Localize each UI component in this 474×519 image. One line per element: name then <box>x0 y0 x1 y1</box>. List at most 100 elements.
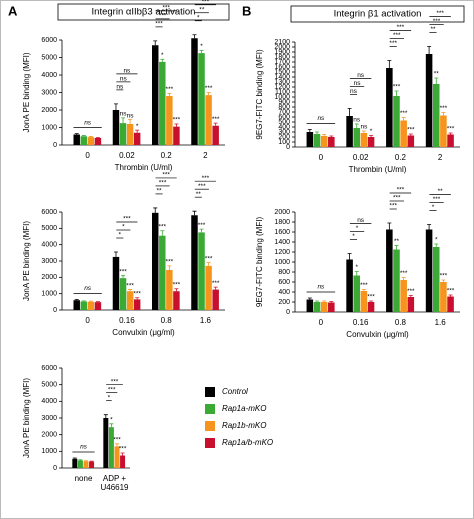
error-bar <box>121 117 126 124</box>
significance: ** <box>394 238 400 245</box>
error-bar <box>448 132 453 135</box>
y-tick-label: 1700 <box>274 59 290 66</box>
x-tick-label: 2 <box>438 153 443 162</box>
x-tick-label: none <box>75 474 93 483</box>
y-tick-label: 1200 <box>274 84 290 91</box>
significance: *** <box>393 84 401 91</box>
bar <box>400 280 407 312</box>
y-tick-label: 300 <box>278 129 290 136</box>
bracket-label: ns <box>120 76 128 83</box>
bracket-label: *** <box>202 0 210 5</box>
significance: *** <box>367 294 375 301</box>
significance: *** <box>400 270 408 277</box>
significance: * <box>355 264 358 271</box>
bracket-label: *** <box>389 203 397 210</box>
x-tick-label: 0.8 <box>395 318 407 327</box>
bar <box>89 461 95 468</box>
y-tick-label: 600 <box>278 114 290 121</box>
bar <box>212 289 219 310</box>
error-bar <box>114 443 119 447</box>
bar <box>191 215 198 310</box>
significance: *** <box>400 110 408 117</box>
error-bar <box>408 295 413 297</box>
panel-letter: A <box>8 3 18 18</box>
bar <box>386 229 393 312</box>
significance: * <box>435 237 438 244</box>
y-axis-label: JonA PE binding (MFI) <box>22 221 31 301</box>
y-tick-label: 6000 <box>41 365 57 372</box>
error-bar <box>394 245 399 250</box>
error-bar <box>387 60 392 68</box>
bar <box>400 120 407 147</box>
significance: * <box>136 123 139 130</box>
error-bar <box>361 130 366 133</box>
bar <box>360 133 368 147</box>
y-tick-label: 400 <box>278 124 290 131</box>
bar <box>393 249 400 312</box>
error-bar <box>192 34 197 39</box>
bracket-label: *** <box>162 5 170 12</box>
significance: *** <box>113 437 121 444</box>
bar <box>440 115 447 147</box>
y-tick-label: 1400 <box>274 74 290 81</box>
bracket-label: *** <box>162 172 170 179</box>
error-bar <box>167 92 172 96</box>
x-axis-label: Convulxin (μg/ml) <box>112 328 175 337</box>
panel-letter: B <box>242 3 251 18</box>
error-bar <box>88 136 93 138</box>
bar <box>367 137 375 147</box>
error-bar <box>408 133 413 136</box>
bracket-label: ns <box>116 84 124 91</box>
error-bar <box>394 90 399 96</box>
significance: * <box>161 52 164 59</box>
y-tick-label: 200 <box>278 134 290 141</box>
bar <box>133 299 141 310</box>
error-bar <box>81 300 86 302</box>
error-bar <box>160 230 165 236</box>
y-tick-label: 1900 <box>274 49 290 56</box>
significance: *** <box>133 290 141 297</box>
y-tick-label: 3000 <box>41 258 57 265</box>
error-bar <box>95 137 100 138</box>
bracket-label: ** <box>157 188 163 195</box>
error-bar <box>369 135 374 137</box>
bar <box>159 235 166 310</box>
bracket-label: * <box>108 394 111 401</box>
x-axis-label: Convulxin (μg/ml) <box>346 330 409 339</box>
bar <box>126 291 134 310</box>
bar <box>94 302 102 310</box>
x-tick-label: 0 <box>85 151 90 160</box>
error-bar <box>83 460 88 462</box>
error-bar <box>89 460 94 462</box>
y-tick-label: 1600 <box>274 64 290 71</box>
bar <box>112 256 120 310</box>
error-bar <box>213 122 218 126</box>
error-bar <box>347 253 352 260</box>
bracket-label: ** <box>430 26 436 33</box>
significance: *** <box>447 126 455 133</box>
bracket-label: ns <box>123 68 131 75</box>
bracket-label: *** <box>393 195 401 202</box>
significance: *** <box>126 282 134 289</box>
error-bar <box>434 77 439 84</box>
bracket-label: ns <box>317 115 325 122</box>
y-tick-label: 0 <box>286 144 290 151</box>
significance: ns <box>353 117 361 124</box>
title-box <box>290 5 465 23</box>
bar <box>94 138 102 145</box>
bracket-label: ** <box>199 6 205 13</box>
bar <box>120 455 126 468</box>
bar <box>166 269 173 310</box>
y-tick-label: 1300 <box>274 79 290 86</box>
bar <box>166 96 173 145</box>
y-tick-label: 2000 <box>41 274 57 281</box>
error-bar <box>153 207 158 213</box>
bracket-label: * <box>356 225 359 232</box>
bar <box>119 123 127 145</box>
error-bar <box>74 298 79 301</box>
bracket-label: ns <box>354 80 362 87</box>
y-axis-label: 9EG7-FITC binding (MFI) <box>255 49 264 140</box>
error-bar <box>448 294 453 297</box>
significance: * <box>200 43 203 50</box>
error-bar <box>81 135 86 137</box>
